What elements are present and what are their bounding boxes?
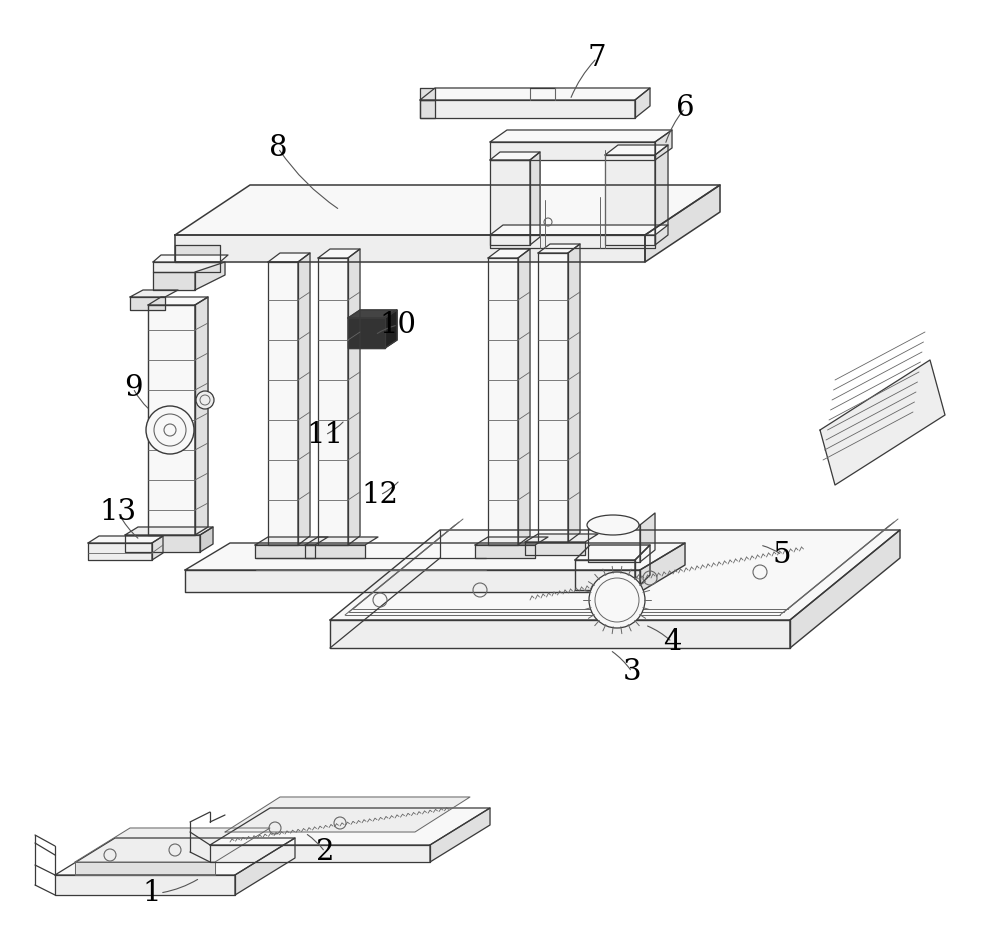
Text: 1: 1	[143, 879, 161, 907]
Polygon shape	[588, 525, 640, 562]
Polygon shape	[153, 262, 220, 272]
Polygon shape	[525, 534, 598, 542]
Polygon shape	[820, 360, 945, 485]
Polygon shape	[225, 797, 470, 832]
Circle shape	[589, 572, 645, 628]
Polygon shape	[305, 537, 378, 545]
Polygon shape	[153, 272, 195, 290]
Polygon shape	[420, 88, 650, 100]
Text: 9: 9	[124, 374, 142, 402]
Polygon shape	[200, 527, 213, 552]
Polygon shape	[490, 235, 655, 248]
Polygon shape	[175, 235, 645, 262]
Polygon shape	[530, 152, 540, 245]
Polygon shape	[568, 244, 580, 542]
Polygon shape	[235, 838, 295, 895]
Text: 13: 13	[99, 498, 137, 526]
Polygon shape	[640, 513, 655, 562]
Polygon shape	[420, 100, 635, 118]
Polygon shape	[210, 808, 490, 845]
Polygon shape	[475, 545, 535, 558]
Polygon shape	[475, 537, 548, 545]
Polygon shape	[148, 305, 195, 535]
Polygon shape	[635, 88, 650, 118]
Polygon shape	[490, 152, 540, 160]
Polygon shape	[175, 245, 220, 262]
Polygon shape	[518, 249, 530, 545]
Text: 4: 4	[663, 628, 681, 656]
Polygon shape	[55, 838, 295, 875]
Polygon shape	[605, 145, 668, 155]
Text: 3: 3	[623, 658, 641, 686]
Polygon shape	[75, 828, 270, 862]
Polygon shape	[490, 130, 672, 142]
Polygon shape	[152, 536, 163, 560]
Polygon shape	[525, 542, 585, 555]
Polygon shape	[655, 130, 672, 160]
Polygon shape	[790, 530, 900, 648]
Polygon shape	[130, 290, 178, 297]
Polygon shape	[153, 255, 228, 262]
Polygon shape	[125, 527, 213, 535]
Polygon shape	[130, 297, 165, 310]
Polygon shape	[195, 262, 225, 290]
Polygon shape	[348, 249, 360, 545]
Polygon shape	[255, 537, 328, 545]
Polygon shape	[488, 249, 530, 258]
Polygon shape	[125, 535, 200, 552]
Polygon shape	[195, 297, 208, 535]
Polygon shape	[490, 142, 655, 160]
Text: 2: 2	[316, 838, 334, 866]
Polygon shape	[88, 536, 163, 543]
Circle shape	[146, 406, 194, 454]
Polygon shape	[348, 310, 397, 318]
Polygon shape	[318, 249, 360, 258]
Polygon shape	[488, 258, 518, 545]
Text: 11: 11	[306, 421, 344, 449]
Circle shape	[196, 391, 214, 409]
Polygon shape	[185, 570, 640, 592]
Text: 10: 10	[380, 311, 416, 339]
Polygon shape	[655, 145, 668, 245]
Polygon shape	[210, 845, 430, 862]
Polygon shape	[330, 620, 790, 648]
Polygon shape	[538, 244, 580, 253]
Polygon shape	[430, 808, 490, 862]
Polygon shape	[385, 310, 397, 348]
Ellipse shape	[587, 515, 639, 535]
Polygon shape	[268, 253, 310, 262]
Text: 6: 6	[676, 94, 694, 122]
Polygon shape	[575, 545, 650, 560]
Polygon shape	[298, 253, 310, 545]
Text: 12: 12	[362, 481, 398, 509]
Polygon shape	[490, 160, 530, 245]
Polygon shape	[575, 560, 635, 590]
Polygon shape	[148, 297, 208, 305]
Polygon shape	[305, 545, 365, 558]
Polygon shape	[75, 862, 215, 875]
Text: 8: 8	[269, 134, 287, 162]
Polygon shape	[645, 185, 720, 262]
Polygon shape	[255, 545, 315, 558]
Polygon shape	[605, 155, 655, 245]
Polygon shape	[538, 253, 568, 542]
Polygon shape	[330, 530, 900, 620]
Polygon shape	[420, 100, 435, 118]
Polygon shape	[185, 543, 685, 570]
Polygon shape	[268, 262, 298, 545]
Text: 7: 7	[588, 44, 606, 72]
Polygon shape	[420, 88, 435, 100]
Text: 5: 5	[773, 541, 791, 569]
Polygon shape	[88, 543, 152, 560]
Polygon shape	[635, 545, 650, 590]
Polygon shape	[318, 258, 348, 545]
Polygon shape	[55, 875, 235, 895]
Polygon shape	[640, 543, 685, 592]
Polygon shape	[490, 225, 668, 235]
Polygon shape	[175, 185, 720, 235]
Polygon shape	[348, 318, 385, 348]
